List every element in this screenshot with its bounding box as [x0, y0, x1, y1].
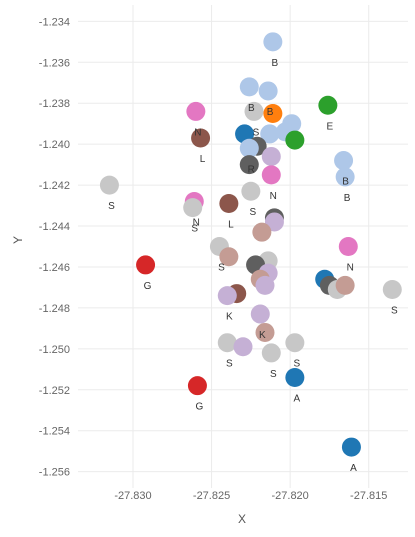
point-label: S: [270, 369, 277, 380]
point-label: A: [350, 463, 357, 474]
data-point: [240, 139, 259, 158]
x-tick-label: -27.815: [350, 490, 387, 502]
y-tick-label: -1.246: [39, 262, 70, 274]
data-point: [256, 276, 275, 295]
data-point: [262, 147, 281, 166]
point-label: B: [267, 107, 274, 118]
y-axis-title: Y: [11, 236, 25, 244]
data-point: [262, 343, 281, 362]
point-label: S: [391, 305, 398, 316]
point-label: L: [228, 220, 234, 231]
point-label: N: [194, 127, 201, 138]
data-point: [263, 32, 282, 51]
x-axis-title: X: [238, 512, 246, 526]
point-label: K: [259, 330, 266, 341]
point-label: B: [342, 177, 349, 188]
point-label: A: [294, 393, 301, 404]
data-point: [262, 165, 281, 184]
point-label: S: [253, 127, 260, 138]
data-point: [285, 368, 304, 387]
y-tick-label: -1.244: [39, 221, 70, 233]
point-label: K: [226, 312, 233, 323]
data-point: [336, 276, 355, 295]
point-label: S: [218, 263, 225, 274]
y-tick-label: -1.252: [39, 385, 70, 397]
point-label: S: [108, 201, 115, 212]
x-tick-label: -27.825: [193, 490, 230, 502]
point-label: E: [327, 121, 334, 132]
point-label: R: [248, 164, 255, 175]
y-tick-label: -1.256: [39, 467, 70, 479]
data-point: [218, 286, 237, 305]
y-tick-label: -1.248: [39, 303, 70, 315]
y-tick-label: -1.236: [39, 57, 70, 69]
data-point: [188, 376, 207, 395]
point-label: S: [191, 224, 198, 235]
data-point: [186, 102, 205, 121]
point-label: S: [294, 359, 301, 370]
y-tick-label: -1.242: [39, 180, 70, 192]
point-label: L: [200, 154, 206, 165]
data-point: [252, 223, 271, 242]
point-label: B: [344, 193, 351, 204]
data-point: [318, 96, 337, 115]
data-point: [136, 255, 155, 274]
data-point: [334, 151, 353, 170]
data-point: [285, 131, 304, 150]
y-tick-label: -1.240: [39, 139, 70, 151]
data-point: [100, 176, 119, 195]
data-point: [241, 182, 260, 201]
point-label: N: [347, 263, 354, 274]
x-tick-label: -27.820: [271, 490, 308, 502]
data-point: [342, 438, 361, 457]
data-point: [339, 237, 358, 256]
point-label: G: [144, 281, 152, 292]
point-label: B: [248, 103, 255, 114]
point-label: G: [196, 402, 204, 413]
point-label: S: [250, 207, 257, 218]
data-point: [285, 333, 304, 352]
point-label: S: [226, 359, 233, 370]
y-tick-label: -1.234: [39, 16, 70, 28]
data-point: [251, 305, 270, 324]
data-point: [219, 194, 238, 213]
y-tick-label: -1.238: [39, 98, 70, 110]
x-tick-label: -27.830: [114, 490, 151, 502]
data-point: [183, 198, 202, 217]
y-tick-label: -1.250: [39, 344, 70, 356]
data-point: [234, 337, 253, 356]
data-point: [383, 280, 402, 299]
data-point: [259, 81, 278, 100]
point-label: B: [272, 58, 279, 69]
point-label: N: [270, 191, 277, 202]
data-point: [240, 77, 259, 96]
y-tick-label: -1.254: [39, 426, 70, 438]
